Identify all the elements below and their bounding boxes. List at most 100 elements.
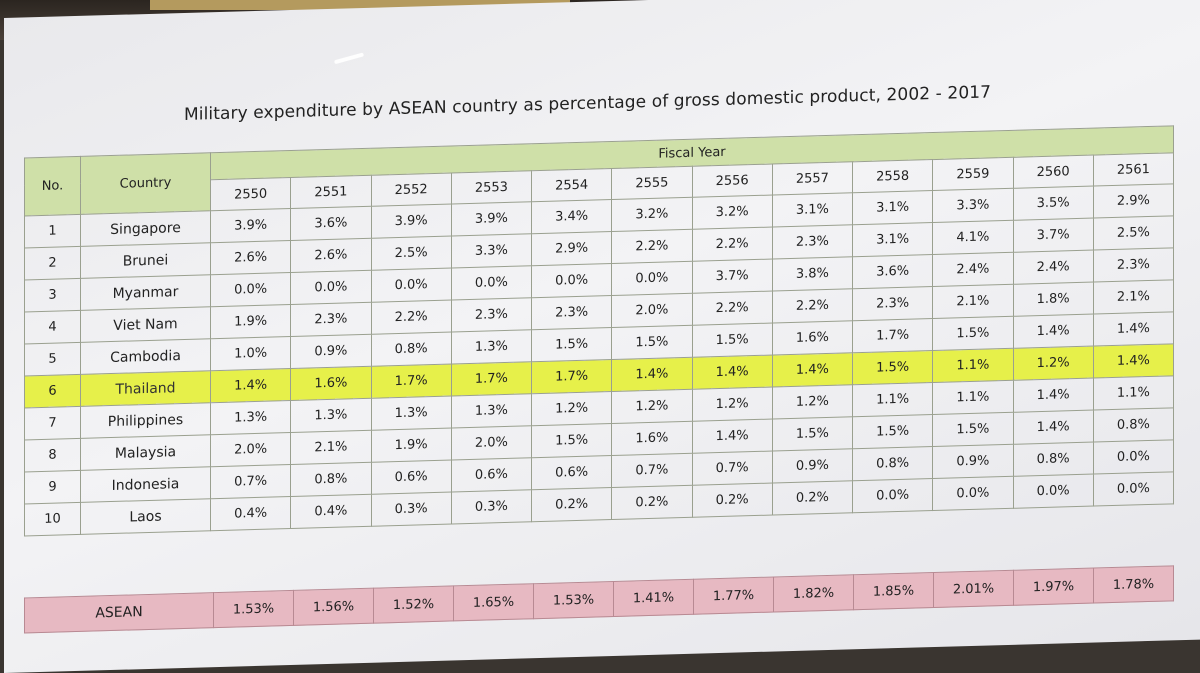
country-name: Philippines — [80, 402, 211, 439]
percentage-cell: 1.0% — [210, 336, 291, 371]
percentage-cell: 1.4% — [692, 355, 773, 390]
year-header: 2553 — [451, 170, 532, 205]
percentage-cell: 1.7% — [371, 364, 452, 399]
asean-value: 1.52% — [373, 585, 454, 624]
percentage-cell: 1.2% — [1013, 346, 1094, 381]
percentage-cell: 3.1% — [772, 192, 853, 228]
percentage-cell: 2.3% — [290, 302, 371, 337]
year-header: 2557 — [772, 161, 853, 196]
country-name: Cambodia — [80, 338, 211, 375]
country-name: Thailand — [80, 370, 211, 407]
asean-value: 1.53% — [213, 590, 294, 628]
percentage-cell: 1.7% — [531, 359, 612, 394]
table-body: 1 Singapore 3.9% 3.6% 3.9% 3.9% 3.4% 3.2% 3.2% 3.… — [24, 183, 1174, 536]
percentage-cell: 1.5% — [531, 327, 612, 362]
percentage-cell: 1.8% — [1013, 282, 1094, 317]
row-number: 6 — [24, 374, 81, 408]
percentage-cell: 1.5% — [852, 414, 933, 449]
percentage-cell: 1.1% — [932, 380, 1013, 415]
asean-value: 1.41% — [613, 579, 694, 617]
percentage-cell: 1.5% — [932, 412, 1013, 447]
percentage-cell: 2.1% — [932, 284, 1013, 319]
percentage-cell: 0.0% — [611, 261, 692, 296]
row-number: 4 — [24, 310, 81, 344]
percentage-cell: 0.0% — [1013, 474, 1094, 509]
percentage-cell: 2.4% — [932, 252, 1013, 287]
percentage-cell: 0.4% — [290, 494, 371, 529]
percentage-cell: 1.5% — [772, 416, 853, 452]
percentage-cell: 0.0% — [852, 478, 933, 513]
percentage-cell: 0.2% — [772, 480, 853, 516]
percentage-cell: 0.0% — [1093, 471, 1174, 507]
row-number: 2 — [24, 246, 81, 280]
country-name: Laos — [80, 498, 211, 535]
asean-value: 1.97% — [1013, 568, 1094, 606]
percentage-cell: 3.4% — [531, 199, 612, 234]
percentage-cell: 2.1% — [290, 430, 371, 465]
asean-value: 1.85% — [853, 572, 934, 610]
percentage-cell: 1.3% — [210, 400, 291, 435]
percentage-cell: 0.3% — [451, 489, 532, 525]
percentage-cell: 2.6% — [210, 240, 291, 275]
percentage-cell: 0.8% — [1013, 442, 1094, 477]
country-name: Viet Nam — [80, 306, 211, 343]
percentage-cell: 2.3% — [451, 297, 532, 333]
percentage-cell: 2.2% — [692, 291, 773, 326]
percentage-cell: 0.0% — [1093, 439, 1174, 475]
percentage-cell: 2.2% — [611, 229, 692, 264]
year-header: 2556 — [692, 164, 773, 198]
percentage-cell: 0.2% — [611, 485, 692, 520]
percentage-cell: 3.7% — [1013, 218, 1094, 253]
year-header: 2550 — [210, 177, 291, 211]
expenditure-table: No. Country Fiscal Year 2550 2551 2552 2553… — [24, 125, 1174, 536]
percentage-cell: 2.3% — [1093, 247, 1174, 283]
percentage-cell: 1.4% — [772, 352, 853, 388]
asean-value: 2.01% — [933, 570, 1014, 608]
percentage-cell: 3.9% — [371, 204, 452, 239]
percentage-cell: 2.0% — [611, 293, 692, 328]
percentage-cell: 2.3% — [531, 295, 612, 330]
percentage-cell: 0.0% — [451, 265, 532, 301]
percentage-cell: 0.0% — [371, 268, 452, 303]
percentage-cell: 1.4% — [1093, 311, 1174, 347]
percentage-cell: 0.8% — [852, 446, 933, 481]
percentage-cell: 3.6% — [852, 254, 933, 289]
asean-average-row: ASEAN 1.53% 1.56% 1.52% 1.65% 1.53% 1.41% 1.77… — [24, 565, 1174, 633]
year-header: 2561 — [1093, 152, 1174, 187]
percentage-cell: 2.3% — [852, 286, 933, 321]
asean-value: 1.65% — [453, 583, 534, 621]
percentage-cell: 2.5% — [1093, 215, 1174, 251]
percentage-cell: 2.4% — [1013, 250, 1094, 285]
percentage-cell: 1.2% — [772, 384, 853, 420]
percentage-cell: 1.5% — [611, 325, 692, 360]
percentage-cell: 1.4% — [692, 419, 773, 454]
percentage-cell: 3.3% — [451, 233, 532, 269]
projection-screen: Military expenditure by ASEAN country as… — [4, 0, 1200, 673]
percentage-cell: 3.2% — [611, 197, 692, 232]
percentage-cell: 0.2% — [692, 483, 773, 518]
percentage-cell: 1.7% — [852, 318, 933, 353]
row-number: 7 — [24, 406, 81, 440]
year-header: 2554 — [531, 168, 612, 202]
percentage-cell: 1.7% — [451, 361, 532, 397]
country-header: Country — [80, 152, 211, 215]
row-number: 8 — [24, 438, 81, 472]
percentage-cell: 1.9% — [371, 428, 452, 463]
country-name: Myanmar — [80, 274, 211, 311]
asean-value: 1.56% — [293, 588, 374, 626]
percentage-cell: 1.2% — [531, 391, 612, 426]
percentage-cell: 2.2% — [772, 288, 853, 324]
percentage-cell: 1.3% — [451, 329, 532, 365]
percentage-cell: 1.5% — [692, 323, 773, 358]
percentage-cell: 0.0% — [531, 263, 612, 298]
country-name: Brunei — [80, 242, 211, 279]
percentage-cell: 1.5% — [932, 316, 1013, 351]
percentage-cell: 2.9% — [531, 231, 612, 266]
percentage-cell: 0.9% — [932, 444, 1013, 479]
country-name: Indonesia — [80, 466, 211, 503]
asean-label: ASEAN — [24, 592, 214, 633]
asean-value: 1.82% — [773, 574, 854, 613]
row-number: 5 — [24, 342, 81, 376]
percentage-cell: 3.8% — [772, 256, 853, 292]
percentage-cell: 0.6% — [371, 460, 452, 495]
